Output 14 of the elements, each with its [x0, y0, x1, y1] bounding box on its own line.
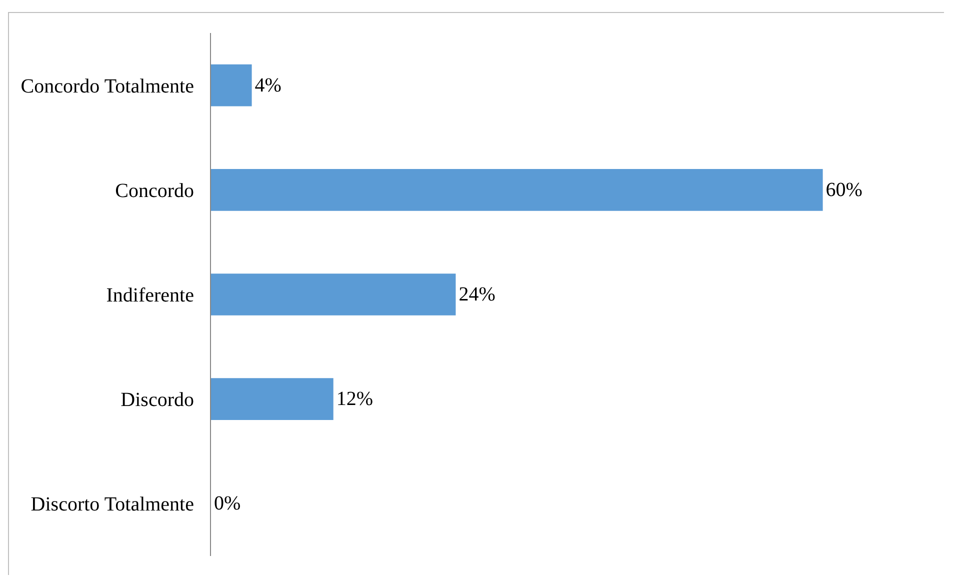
data-label: 0%	[214, 492, 241, 515]
y-tick-label: Discordo	[120, 389, 194, 412]
data-label: 4%	[254, 74, 282, 96]
data-label: 24%	[458, 284, 496, 306]
data-label: 60%	[826, 178, 862, 201]
bar	[211, 168, 823, 211]
bar	[211, 274, 456, 316]
y-tick-label: Concordo	[115, 180, 194, 202]
bar	[211, 64, 252, 106]
y-tick-label: Discorto Totalmente	[30, 494, 194, 516]
bar	[211, 378, 334, 420]
data-label: 12%	[336, 388, 374, 410]
y-tick-label: Concordo Totalmente	[20, 75, 194, 98]
y-tick-label: Indiferente	[106, 284, 194, 306]
